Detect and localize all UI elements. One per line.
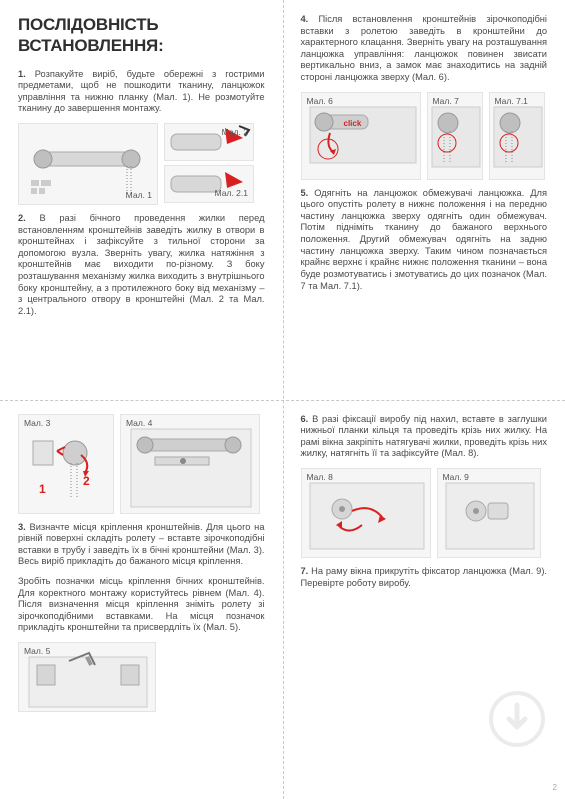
fig-label-3: Мал. 3 xyxy=(22,417,52,430)
fig-label-7: Мал. 7 xyxy=(431,95,461,108)
figure-row-8: Мал. 8 Мал. 9 xyxy=(301,468,548,558)
page-title: ПОСЛІДОВНІСТЬ ВСТАНОВЛЕННЯ: xyxy=(18,14,265,57)
figure-1: Мал. 1 xyxy=(18,123,158,205)
fig-label-21: Мал. 2.1 xyxy=(213,187,250,200)
fig-label-5: Мал. 5 xyxy=(22,645,52,658)
vertical-divider xyxy=(283,0,284,799)
figure-7-1: Мал. 7.1 xyxy=(489,92,545,180)
step-1-text: 1. Розпакуйте виріб, будьте обережні з г… xyxy=(18,69,265,115)
watermark-icon xyxy=(487,689,547,749)
figure-row-1: Мал. 1 Мал. 2 Мал. 2.1 xyxy=(18,123,265,205)
figure-row-6: Мал. 6 click Мал. 7 Мал. 7.1 xyxy=(301,92,548,180)
svg-text:1: 1 xyxy=(39,482,46,496)
step-3b-text: Зробіть позначки місць кріплення бічних … xyxy=(18,576,265,634)
fig-label-2: Мал. 2 xyxy=(220,126,250,139)
figure-7: Мал. 7 xyxy=(427,92,483,180)
step-2-text: 2. В разі бічного проведення жилки перед… xyxy=(18,213,265,317)
svg-text:2: 2 xyxy=(83,474,90,488)
section-1: ПОСЛІДОВНІСТЬ ВСТАНОВЛЕННЯ: 1. Розпакуйт… xyxy=(0,0,283,400)
figure-2: Мал. 2 xyxy=(164,123,254,161)
figure-6: Мал. 6 click xyxy=(301,92,421,180)
figure-3: Мал. 3 1 2 xyxy=(18,414,114,514)
fig-label-71: Мал. 7.1 xyxy=(493,95,530,108)
fig-label-1: Мал. 1 xyxy=(124,189,154,202)
step-4-text: 4. Після встановлення кронштейнів зірочк… xyxy=(301,14,548,84)
fig-label-9: Мал. 9 xyxy=(441,471,471,484)
step-7-text: 7. На раму вікна прикрутіть фіксатор лан… xyxy=(301,566,548,589)
fig3-svg: 1 2 xyxy=(19,415,114,514)
step-6-text: 6. В разі фіксації виробу під нахил, вст… xyxy=(301,414,548,460)
section-2: 4. Після встановлення кронштейнів зірочк… xyxy=(283,0,565,400)
fig-label-6: Мал. 6 xyxy=(305,95,335,108)
step-3-text: 3. Визначте місця кріплення кронштейнів.… xyxy=(18,522,265,568)
fig-label-4: Мал. 4 xyxy=(124,417,154,430)
section-3: Мал. 3 1 2 Мал. 4 xyxy=(0,400,283,799)
figure-8: Мал. 8 xyxy=(301,468,431,558)
step-5-text: 5. Одягніть на ланцюжок обмежувачі ланцю… xyxy=(301,188,548,292)
figure-row-5: Мал. 5 xyxy=(18,642,265,712)
click-label: click xyxy=(344,119,362,129)
fig4-svg xyxy=(121,415,260,514)
figure-4: Мал. 4 xyxy=(120,414,260,514)
figure-9: Мал. 9 xyxy=(437,468,541,558)
page-number: 2 xyxy=(553,783,557,793)
section-4: 6. В разі фіксації виробу під нахил, вст… xyxy=(283,400,565,799)
figure-5: Мал. 5 xyxy=(18,642,156,712)
figure-row-3: Мал. 3 1 2 Мал. 4 xyxy=(18,414,265,514)
fig-label-8: Мал. 8 xyxy=(305,471,335,484)
figure-2-1: Мал. 2.1 xyxy=(164,165,254,203)
